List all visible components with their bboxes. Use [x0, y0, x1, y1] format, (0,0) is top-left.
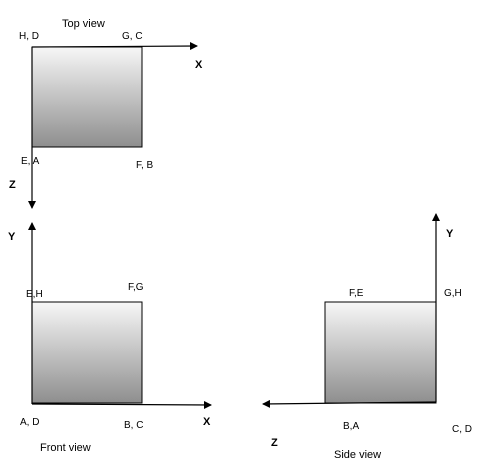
top-view-label-top-left: H, D — [19, 31, 39, 42]
front-view-y-axis-label: Y — [8, 231, 16, 243]
top-view: Top view H, D G, C E, A F, B X Z — [9, 18, 203, 209]
front-view-label-bottom-right: B, C — [124, 420, 143, 431]
side-view-square — [324, 301, 437, 404]
front-view-label-top-right: F,G — [128, 282, 144, 293]
top-view-label-top-right: G, C — [122, 31, 143, 42]
top-view-label-bottom-right: F, B — [136, 160, 154, 171]
front-view-x-axis-label: X — [203, 416, 211, 428]
top-view-label-bottom-left: E, A — [21, 156, 40, 167]
front-view-title: Front view — [40, 442, 91, 454]
top-view-square — [31, 46, 143, 148]
top-view-z-axis-label: Z — [9, 179, 16, 191]
front-view-label-bottom-left: A, D — [20, 417, 39, 428]
side-view-label-top-left: F,E — [349, 288, 364, 299]
front-view-label-top-left: E,H — [26, 289, 43, 300]
front-view: Front view E,H F,G A, D B, C X Y — [8, 222, 212, 454]
front-view-x-axis — [31, 400, 212, 409]
side-view-label-bottom-left: B,A — [343, 421, 359, 432]
side-view-z-axis — [262, 399, 437, 408]
side-view-label-top-right: G,H — [444, 288, 462, 299]
side-view: Side view F,E G,H B,A C, D Z Y — [262, 213, 472, 461]
side-view-title: Side view — [334, 449, 381, 461]
top-view-x-axis — [31, 42, 198, 51]
top-view-x-axis-label: X — [195, 59, 203, 71]
side-view-y-axis-label: Y — [446, 228, 454, 240]
top-view-title: Top view — [62, 18, 105, 30]
front-view-square — [31, 301, 143, 404]
side-view-z-axis-label: Z — [271, 437, 278, 449]
side-view-label-bottom-right: C, D — [452, 424, 472, 435]
